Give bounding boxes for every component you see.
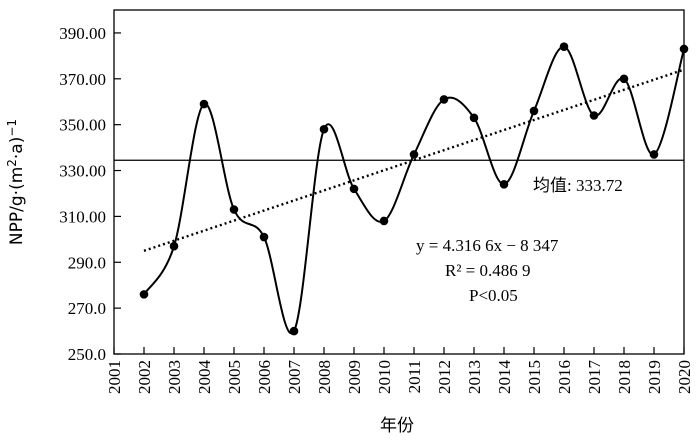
x-tick-label: 2010 bbox=[375, 360, 394, 394]
data-point bbox=[469, 113, 479, 123]
data-point bbox=[439, 95, 449, 104]
y-tick-label: 370.00 bbox=[59, 70, 106, 89]
data-point bbox=[349, 184, 359, 194]
data-point bbox=[649, 150, 659, 159]
data-points bbox=[139, 42, 689, 336]
x-tick-label: 2016 bbox=[555, 360, 574, 394]
data-point bbox=[289, 326, 299, 336]
mean-label: 均值: 333.72 bbox=[533, 176, 623, 195]
x-tick-label: 2014 bbox=[495, 360, 514, 395]
x-tick-label: 2012 bbox=[435, 360, 454, 394]
x-tick-label: 2018 bbox=[615, 360, 634, 394]
data-point bbox=[169, 241, 179, 251]
data-point bbox=[199, 99, 209, 109]
y-tick-label: 290.0 bbox=[68, 253, 106, 272]
data-point bbox=[379, 216, 389, 226]
p-value-label: P<0.05 bbox=[469, 286, 518, 305]
data-point bbox=[619, 74, 629, 84]
data-point bbox=[139, 290, 149, 299]
y-tick-label: 270.0 bbox=[68, 299, 106, 318]
y-axis-title-mid: ·a) bbox=[7, 137, 27, 159]
x-tick-label: 2011 bbox=[405, 360, 424, 393]
data-point bbox=[499, 179, 509, 189]
x-tick-label: 2006 bbox=[255, 360, 274, 394]
x-tick-label: 2002 bbox=[135, 360, 154, 394]
data-point bbox=[559, 42, 569, 51]
x-tick-label: 2004 bbox=[195, 360, 214, 395]
x-tick-label: 2007 bbox=[285, 360, 304, 395]
x-axis: 2001 2002 2003 2004 2005 2006 2007 2008 2009 2010… bbox=[105, 347, 694, 394]
x-tick-label: 2019 bbox=[645, 360, 664, 394]
x-tick-label: 2008 bbox=[315, 360, 334, 394]
y-axis-title: NPP/g·(m2·a)−1 bbox=[5, 119, 27, 245]
x-tick-label: 2015 bbox=[525, 360, 544, 394]
y-tick-label: 310.00 bbox=[59, 207, 106, 226]
x-tick-label: 2005 bbox=[225, 360, 244, 394]
data-point bbox=[679, 44, 689, 54]
y-axis-title-sup2: −1 bbox=[5, 119, 19, 137]
x-axis-title: 年份 bbox=[380, 416, 414, 436]
x-tick-label: 2009 bbox=[345, 360, 364, 394]
x-tick-label: 2013 bbox=[465, 360, 484, 394]
x-tick-label: 2003 bbox=[165, 360, 184, 394]
regression-equation: y = 4.316 6x − 8 347 bbox=[416, 236, 559, 255]
x-tick-label: 2001 bbox=[105, 360, 124, 394]
data-point bbox=[319, 124, 329, 134]
data-point bbox=[229, 205, 239, 214]
y-axis-title-main: NPP/g·(m bbox=[7, 167, 27, 245]
x-tick-label: 2020 bbox=[675, 360, 694, 394]
data-point bbox=[589, 111, 599, 120]
plot-frame bbox=[113, 9, 685, 355]
r-squared-label: R² = 0.486 9 bbox=[445, 261, 531, 280]
y-axis: 250.0 270.0 290.0 310.00 330.00 350.00 370.00 3… bbox=[59, 24, 121, 364]
x-tick-label: 2017 bbox=[585, 360, 604, 395]
data-point bbox=[259, 232, 269, 242]
data-point bbox=[409, 150, 419, 159]
y-tick-label: 330.00 bbox=[59, 162, 106, 181]
data-point bbox=[529, 106, 539, 116]
y-tick-label: 390.00 bbox=[59, 24, 106, 43]
y-tick-label: 350.00 bbox=[59, 116, 106, 135]
y-axis-title-sup1: 2 bbox=[5, 159, 19, 167]
y-tick-label: 250.0 bbox=[68, 345, 106, 364]
